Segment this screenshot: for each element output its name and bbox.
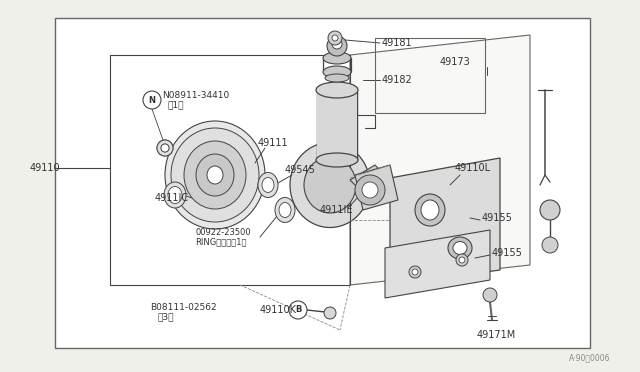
Polygon shape bbox=[385, 230, 490, 298]
Polygon shape bbox=[350, 35, 530, 285]
Circle shape bbox=[409, 266, 421, 278]
Text: 49155: 49155 bbox=[492, 248, 523, 258]
Circle shape bbox=[157, 140, 173, 156]
Text: 49110L: 49110L bbox=[455, 163, 491, 173]
Circle shape bbox=[542, 237, 558, 253]
Ellipse shape bbox=[325, 74, 349, 82]
Ellipse shape bbox=[196, 154, 234, 196]
Circle shape bbox=[412, 269, 418, 275]
Text: 49171M: 49171M bbox=[477, 330, 516, 340]
Ellipse shape bbox=[279, 202, 291, 218]
Text: 49155: 49155 bbox=[482, 213, 513, 223]
Ellipse shape bbox=[323, 52, 351, 64]
Ellipse shape bbox=[258, 173, 278, 198]
Text: 49173: 49173 bbox=[440, 57, 471, 67]
Bar bbox=[317, 90, 357, 160]
Ellipse shape bbox=[290, 142, 370, 228]
Circle shape bbox=[157, 140, 173, 156]
Circle shape bbox=[332, 35, 338, 41]
Ellipse shape bbox=[184, 141, 246, 209]
Text: （3）: （3） bbox=[158, 312, 175, 321]
Text: （1）: （1） bbox=[168, 100, 184, 109]
Text: 4911IC: 4911IC bbox=[155, 193, 189, 203]
Ellipse shape bbox=[304, 157, 356, 213]
Ellipse shape bbox=[165, 121, 265, 229]
Text: N: N bbox=[148, 96, 156, 105]
Circle shape bbox=[459, 257, 465, 263]
Ellipse shape bbox=[164, 182, 186, 208]
Text: RINGリング〈1〉: RINGリング〈1〉 bbox=[195, 237, 246, 247]
Bar bbox=[375, 38, 485, 113]
Ellipse shape bbox=[262, 177, 274, 192]
Text: 00922-23500: 00922-23500 bbox=[195, 228, 251, 237]
Text: 4911IE: 4911IE bbox=[320, 205, 353, 215]
Circle shape bbox=[324, 307, 336, 319]
Ellipse shape bbox=[168, 186, 182, 203]
Text: B: B bbox=[295, 305, 301, 314]
Ellipse shape bbox=[453, 241, 467, 254]
Polygon shape bbox=[350, 165, 385, 190]
Ellipse shape bbox=[316, 153, 358, 167]
Circle shape bbox=[456, 254, 468, 266]
Polygon shape bbox=[390, 158, 500, 285]
Text: 49110: 49110 bbox=[30, 163, 61, 173]
Ellipse shape bbox=[275, 198, 295, 222]
Polygon shape bbox=[355, 165, 398, 210]
Text: A·90＊0006: A·90＊0006 bbox=[568, 353, 610, 362]
Text: 49110K: 49110K bbox=[260, 305, 297, 315]
Text: 49545: 49545 bbox=[285, 165, 316, 175]
Circle shape bbox=[483, 288, 497, 302]
Ellipse shape bbox=[448, 237, 472, 259]
Ellipse shape bbox=[421, 200, 439, 220]
Circle shape bbox=[362, 182, 378, 198]
Circle shape bbox=[328, 31, 342, 45]
Text: 49181: 49181 bbox=[382, 38, 413, 48]
Circle shape bbox=[161, 144, 169, 152]
Ellipse shape bbox=[323, 66, 351, 78]
Circle shape bbox=[540, 200, 560, 220]
Circle shape bbox=[161, 144, 169, 152]
Ellipse shape bbox=[316, 82, 358, 98]
Text: 49182: 49182 bbox=[382, 75, 413, 85]
Circle shape bbox=[332, 39, 342, 49]
Ellipse shape bbox=[415, 194, 445, 226]
Circle shape bbox=[327, 36, 347, 56]
Circle shape bbox=[143, 91, 161, 109]
Bar bbox=[55, 18, 590, 348]
Circle shape bbox=[289, 301, 307, 319]
Text: 49111: 49111 bbox=[258, 138, 289, 148]
Circle shape bbox=[355, 175, 385, 205]
Text: B08111-02562: B08111-02562 bbox=[150, 302, 216, 311]
Text: N08911-34410: N08911-34410 bbox=[162, 90, 229, 99]
Ellipse shape bbox=[207, 166, 223, 184]
Ellipse shape bbox=[171, 128, 259, 222]
